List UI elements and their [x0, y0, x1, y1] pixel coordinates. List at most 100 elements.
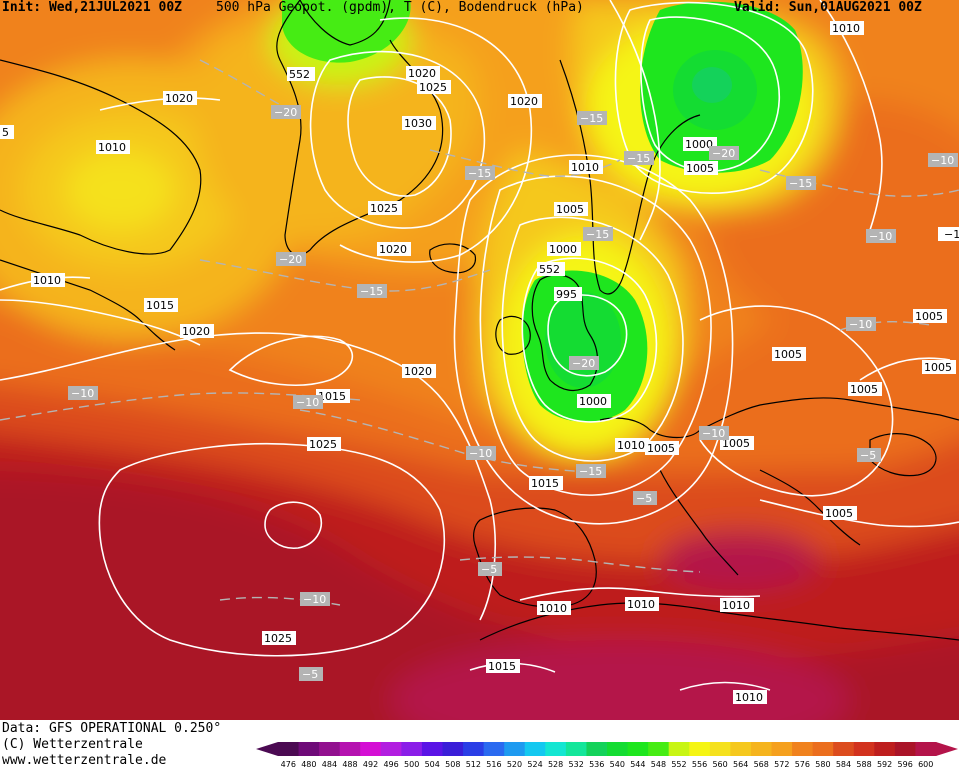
scale-tick-label: 536	[589, 760, 604, 769]
isobar-label-box	[262, 631, 296, 645]
scale-swatch	[298, 742, 320, 756]
isobar-label-box	[645, 441, 679, 455]
isobar-label-box	[772, 347, 806, 361]
scale-swatch	[730, 742, 752, 756]
valid-time: Valid: Sun,01AUG2021 00Z	[734, 0, 922, 15]
temperature-label-box	[466, 446, 496, 460]
isobar-label-box	[508, 94, 542, 108]
isobar-1010-africa	[679, 681, 771, 691]
temperature-label-box	[299, 667, 323, 681]
scale-swatch	[483, 742, 505, 756]
core-teal-north	[692, 67, 732, 103]
field-maroon-south	[0, 470, 959, 720]
isobar-label: 1015	[531, 477, 559, 490]
temperature-label-box	[583, 227, 613, 241]
coast-balkans	[759, 469, 861, 546]
isobar-label-box	[577, 394, 611, 408]
isobar-label: 1000	[549, 243, 577, 256]
temperature-label-box	[465, 166, 495, 180]
temperature-label: −15	[360, 285, 383, 298]
scale-tick-label: 568	[754, 760, 769, 769]
scale-swatch	[853, 742, 875, 756]
isobar-label-box	[830, 21, 864, 35]
isobar-label-box	[554, 202, 588, 216]
temperature-label-box	[577, 111, 607, 125]
data-source: Data: GFS OPERATIONAL 0.250°	[2, 721, 222, 736]
temperature-label-box	[624, 151, 654, 165]
isobar-label: 1025	[264, 632, 292, 645]
temperature-label: −10	[303, 593, 326, 606]
coast-europe	[599, 397, 959, 439]
coast-italy	[659, 469, 739, 576]
scale-swatch	[668, 742, 690, 756]
temperature-label-box	[866, 229, 896, 243]
isobar-1020-atlantic	[0, 332, 496, 621]
isobar-1010-uk	[479, 175, 712, 496]
scale-swatch	[833, 742, 855, 756]
isobar-label: 1020	[408, 67, 436, 80]
isobar-label: 1010	[722, 599, 750, 612]
scale-tick-label: 584	[836, 760, 851, 769]
scale-swatch	[319, 742, 341, 756]
scale-tick-label: 484	[322, 760, 337, 769]
temperature-label: −20	[572, 357, 595, 370]
geopotential-label-box	[537, 262, 565, 276]
temperature-label-box	[699, 426, 729, 440]
geopotential-label-box	[287, 67, 315, 81]
scale-tick-label: 548	[651, 760, 666, 769]
isobar-1020-greenland-outer	[339, 17, 533, 263]
temperature-label-box	[0, 125, 14, 139]
isobar-1000-north	[640, 16, 780, 172]
isobar-label-box	[163, 91, 197, 105]
scale-swatch	[380, 742, 402, 756]
isobar-label-box	[180, 324, 214, 338]
chart-header: Init: Wed,21JUL2021 00Z 500 hPa Geopot. …	[0, 0, 959, 18]
scale-tick-label: 540	[610, 760, 625, 769]
isobar-label-layer: 1020 1025 1030 1025 1020 1010 1020 1010 …	[31, 21, 956, 704]
temperature-label: −10	[71, 387, 94, 400]
temperature-label: −10	[296, 396, 319, 409]
isobar-label-box	[537, 601, 571, 615]
temperature-label: −5	[636, 492, 652, 505]
field-yellow-core-w	[65, 150, 175, 230]
isotherm-m5-iberia	[459, 556, 701, 573]
scale-swatch	[360, 742, 382, 756]
scale-tick-label: 580	[815, 760, 830, 769]
scale-tick-label: 488	[342, 760, 357, 769]
temperature-label: −10	[469, 447, 492, 460]
isobar-1000-uk	[521, 257, 658, 423]
weather-map: 1020 1025 1030 1025 1020 1010 1020 1010 …	[0, 0, 959, 720]
isobar-label-box	[625, 597, 659, 611]
isobar-label: 1010	[832, 22, 860, 35]
isobar-1025-azores	[98, 442, 446, 657]
scale-tick-label: 528	[548, 760, 563, 769]
scale-swatch	[504, 742, 526, 756]
isotherm-m10-mid	[299, 409, 591, 473]
scale-swatch	[278, 742, 300, 756]
isobar-label: 1005	[686, 162, 714, 175]
isobar-1005-east	[699, 305, 894, 497]
isobar-1015-uk	[453, 154, 734, 525]
temperature-label: −15	[579, 465, 602, 478]
isobar-label: 1030	[404, 117, 432, 130]
scale-tick-label: 544	[630, 760, 645, 769]
temperature-label-box	[300, 592, 330, 606]
isobar-label-box	[615, 438, 649, 452]
temperature-label: −15	[627, 152, 650, 165]
isobar-label: 1015	[488, 660, 516, 673]
scale-swatch	[607, 742, 629, 756]
scale-swatch	[812, 742, 834, 756]
scale-swatch	[442, 742, 464, 756]
isobar-label: 1015	[318, 390, 346, 403]
isobar-label-box	[554, 287, 582, 301]
scale-swatch	[648, 742, 670, 756]
isobar-1015-atlantic	[228, 335, 354, 386]
copyright: (C) Wetterzentrale	[2, 737, 143, 752]
geopotential-label: 552	[539, 263, 560, 276]
temperature-label: −15	[468, 167, 491, 180]
temperature-label: −15	[789, 177, 812, 190]
scale-swatch	[689, 742, 711, 756]
isobar-label-box	[96, 140, 130, 154]
isobar-label-box	[720, 598, 754, 612]
isobar-label: 1025	[419, 81, 447, 94]
